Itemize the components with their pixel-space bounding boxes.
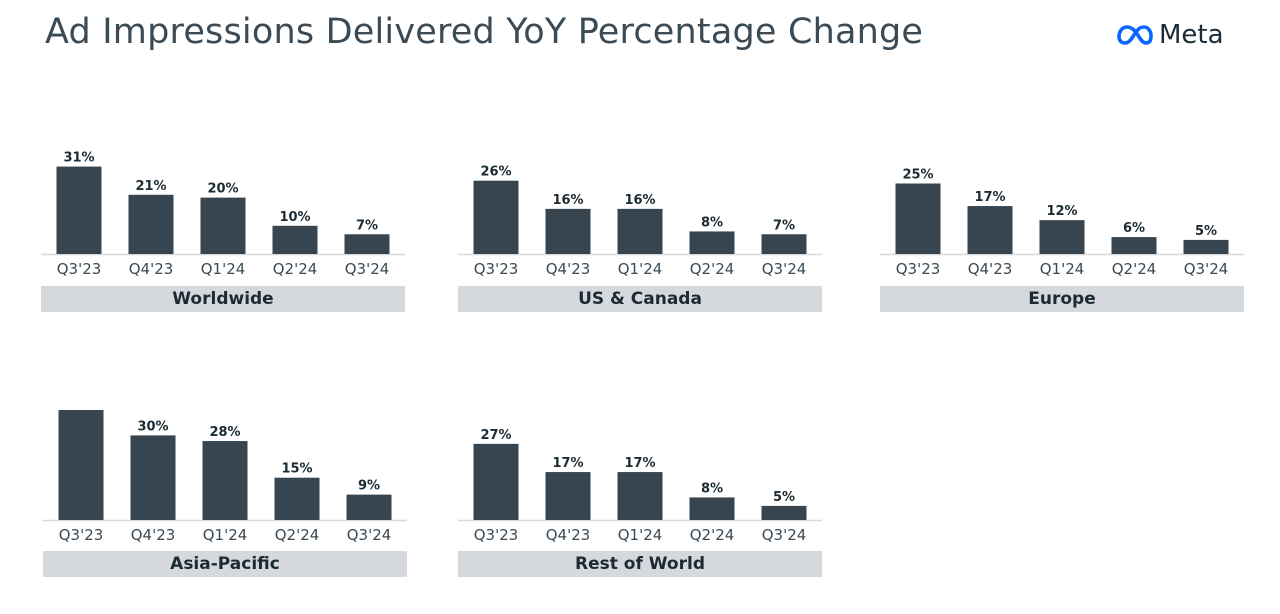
bar: [130, 435, 176, 520]
data-label: 8%: [701, 215, 723, 230]
tick-label: Q1'24: [1040, 260, 1085, 278]
tick-label: Q4'23: [129, 260, 174, 278]
tick-label: Q3'23: [896, 260, 941, 278]
bar: [1183, 239, 1229, 254]
tick-label: Q2'24: [690, 260, 735, 278]
bar: [761, 234, 807, 254]
chart-title: Asia-Pacific: [43, 551, 407, 577]
bar: [617, 208, 663, 254]
data-label: 16%: [624, 193, 655, 208]
tick-label: Q3'23: [474, 260, 519, 278]
data-label: 6%: [1123, 221, 1145, 236]
meta-infinity-icon: [1117, 25, 1153, 45]
tick-label: Q1'24: [201, 260, 246, 278]
bar: [473, 443, 519, 520]
data-label: 17%: [974, 190, 1005, 205]
data-label: 21%: [135, 179, 166, 194]
bar: [274, 477, 320, 520]
data-label: 17%: [552, 456, 583, 471]
bar: [1039, 220, 1085, 254]
tick-label: Q4'23: [131, 526, 176, 544]
data-label: 17%: [624, 456, 655, 471]
tick-label: Q4'23: [968, 260, 1013, 278]
chart-rest-of-world: 27% Q3'23 17% Q4'23 17% Q1'24 8% Q2'24 5% Q3'24 Re…: [458, 406, 822, 606]
bar: [545, 208, 591, 254]
bar: [202, 441, 248, 520]
chart-plot: 27% Q3'23 17% Q4'23 17% Q1'24 8% Q2'24 5% Q3'24: [458, 428, 822, 544]
tick-label: Q1'24: [618, 526, 663, 544]
bar: [967, 206, 1013, 254]
data-label: 26%: [480, 165, 511, 180]
tick-label: Q2'24: [273, 260, 318, 278]
data-label: 28%: [209, 425, 240, 440]
chart-us-canada: 26% Q3'23 16% Q4'23 16% Q1'24 8% Q2'24 7% Q3'24 US…: [458, 140, 822, 340]
tick-label: Q1'24: [618, 260, 663, 278]
data-label: 8%: [701, 481, 723, 496]
bar: [689, 231, 735, 254]
chart-title: Rest of World: [458, 551, 822, 577]
data-label: 12%: [1046, 204, 1077, 219]
data-label: 39%: [65, 406, 96, 409]
tick-label: Q2'24: [275, 526, 320, 544]
tick-label: Q3'24: [345, 260, 390, 278]
tick-label: Q2'24: [690, 526, 735, 544]
bar: [58, 410, 104, 520]
tick-label: Q3'23: [59, 526, 104, 544]
chart-plot: 25% Q3'23 17% Q4'23 12% Q1'24 6% Q2'24 5% Q3'24: [880, 168, 1244, 278]
tick-label: Q3'23: [474, 526, 519, 544]
logo-text: Meta: [1159, 20, 1224, 50]
tick-label: Q3'24: [762, 526, 807, 544]
chart-title: US & Canada: [458, 286, 822, 312]
data-label: 30%: [137, 419, 168, 434]
tick-label: Q3'23: [57, 260, 102, 278]
bar: [272, 225, 318, 254]
chart-title: Worldwide: [41, 286, 405, 312]
bar: [545, 472, 591, 520]
tick-label: Q1'24: [203, 526, 248, 544]
chart-worldwide: 31% Q3'23 21% Q4'23 20% Q1'24 10% Q2'24 7% Q3'24 W…: [41, 140, 405, 340]
bar: [1111, 237, 1157, 254]
chart-europe: 25% Q3'23 17% Q4'23 12% Q1'24 6% Q2'24 5% Q3'24 Eu…: [880, 140, 1244, 340]
bar: [689, 497, 735, 520]
data-label: 7%: [773, 218, 795, 233]
data-label: 10%: [279, 210, 310, 225]
page-title: Ad Impressions Delivered YoY Percentage …: [45, 12, 924, 52]
data-label: 27%: [480, 428, 511, 443]
bar: [200, 197, 246, 254]
bar: [761, 505, 807, 520]
data-label: 9%: [358, 479, 380, 494]
tick-label: Q3'24: [1184, 260, 1229, 278]
data-label: 31%: [63, 151, 94, 166]
data-label: 5%: [773, 490, 795, 505]
tick-label: Q3'24: [762, 260, 807, 278]
bar: [56, 166, 102, 254]
bar: [128, 194, 174, 254]
bar: [895, 183, 941, 254]
bar: [346, 494, 392, 520]
data-label: 5%: [1195, 224, 1217, 239]
chart-plot: 39% Q3'23 30% Q4'23 28% Q1'24 15% Q2'24 9% Q3'24: [43, 406, 407, 544]
data-label: 25%: [902, 168, 933, 183]
tick-label: Q4'23: [546, 526, 591, 544]
tick-label: Q2'24: [1112, 260, 1157, 278]
meta-logo: Meta: [1117, 20, 1224, 50]
tick-label: Q4'23: [546, 260, 591, 278]
chart-asia-pacific: 39% Q3'23 30% Q4'23 28% Q1'24 15% Q2'24 9% Q3'24 A…: [43, 406, 407, 606]
data-label: 16%: [552, 193, 583, 208]
data-label: 20%: [207, 182, 238, 197]
chart-plot: 26% Q3'23 16% Q4'23 16% Q1'24 8% Q2'24 7% Q3'24: [458, 165, 822, 278]
tick-label: Q3'24: [347, 526, 392, 544]
chart-plot: 31% Q3'23 21% Q4'23 20% Q1'24 10% Q2'24 7% Q3'24: [41, 151, 405, 278]
bar: [344, 234, 390, 254]
chart-title: Europe: [880, 286, 1244, 312]
bar: [617, 472, 663, 520]
bar: [473, 180, 519, 254]
data-label: 7%: [356, 218, 378, 233]
data-label: 15%: [281, 462, 312, 477]
